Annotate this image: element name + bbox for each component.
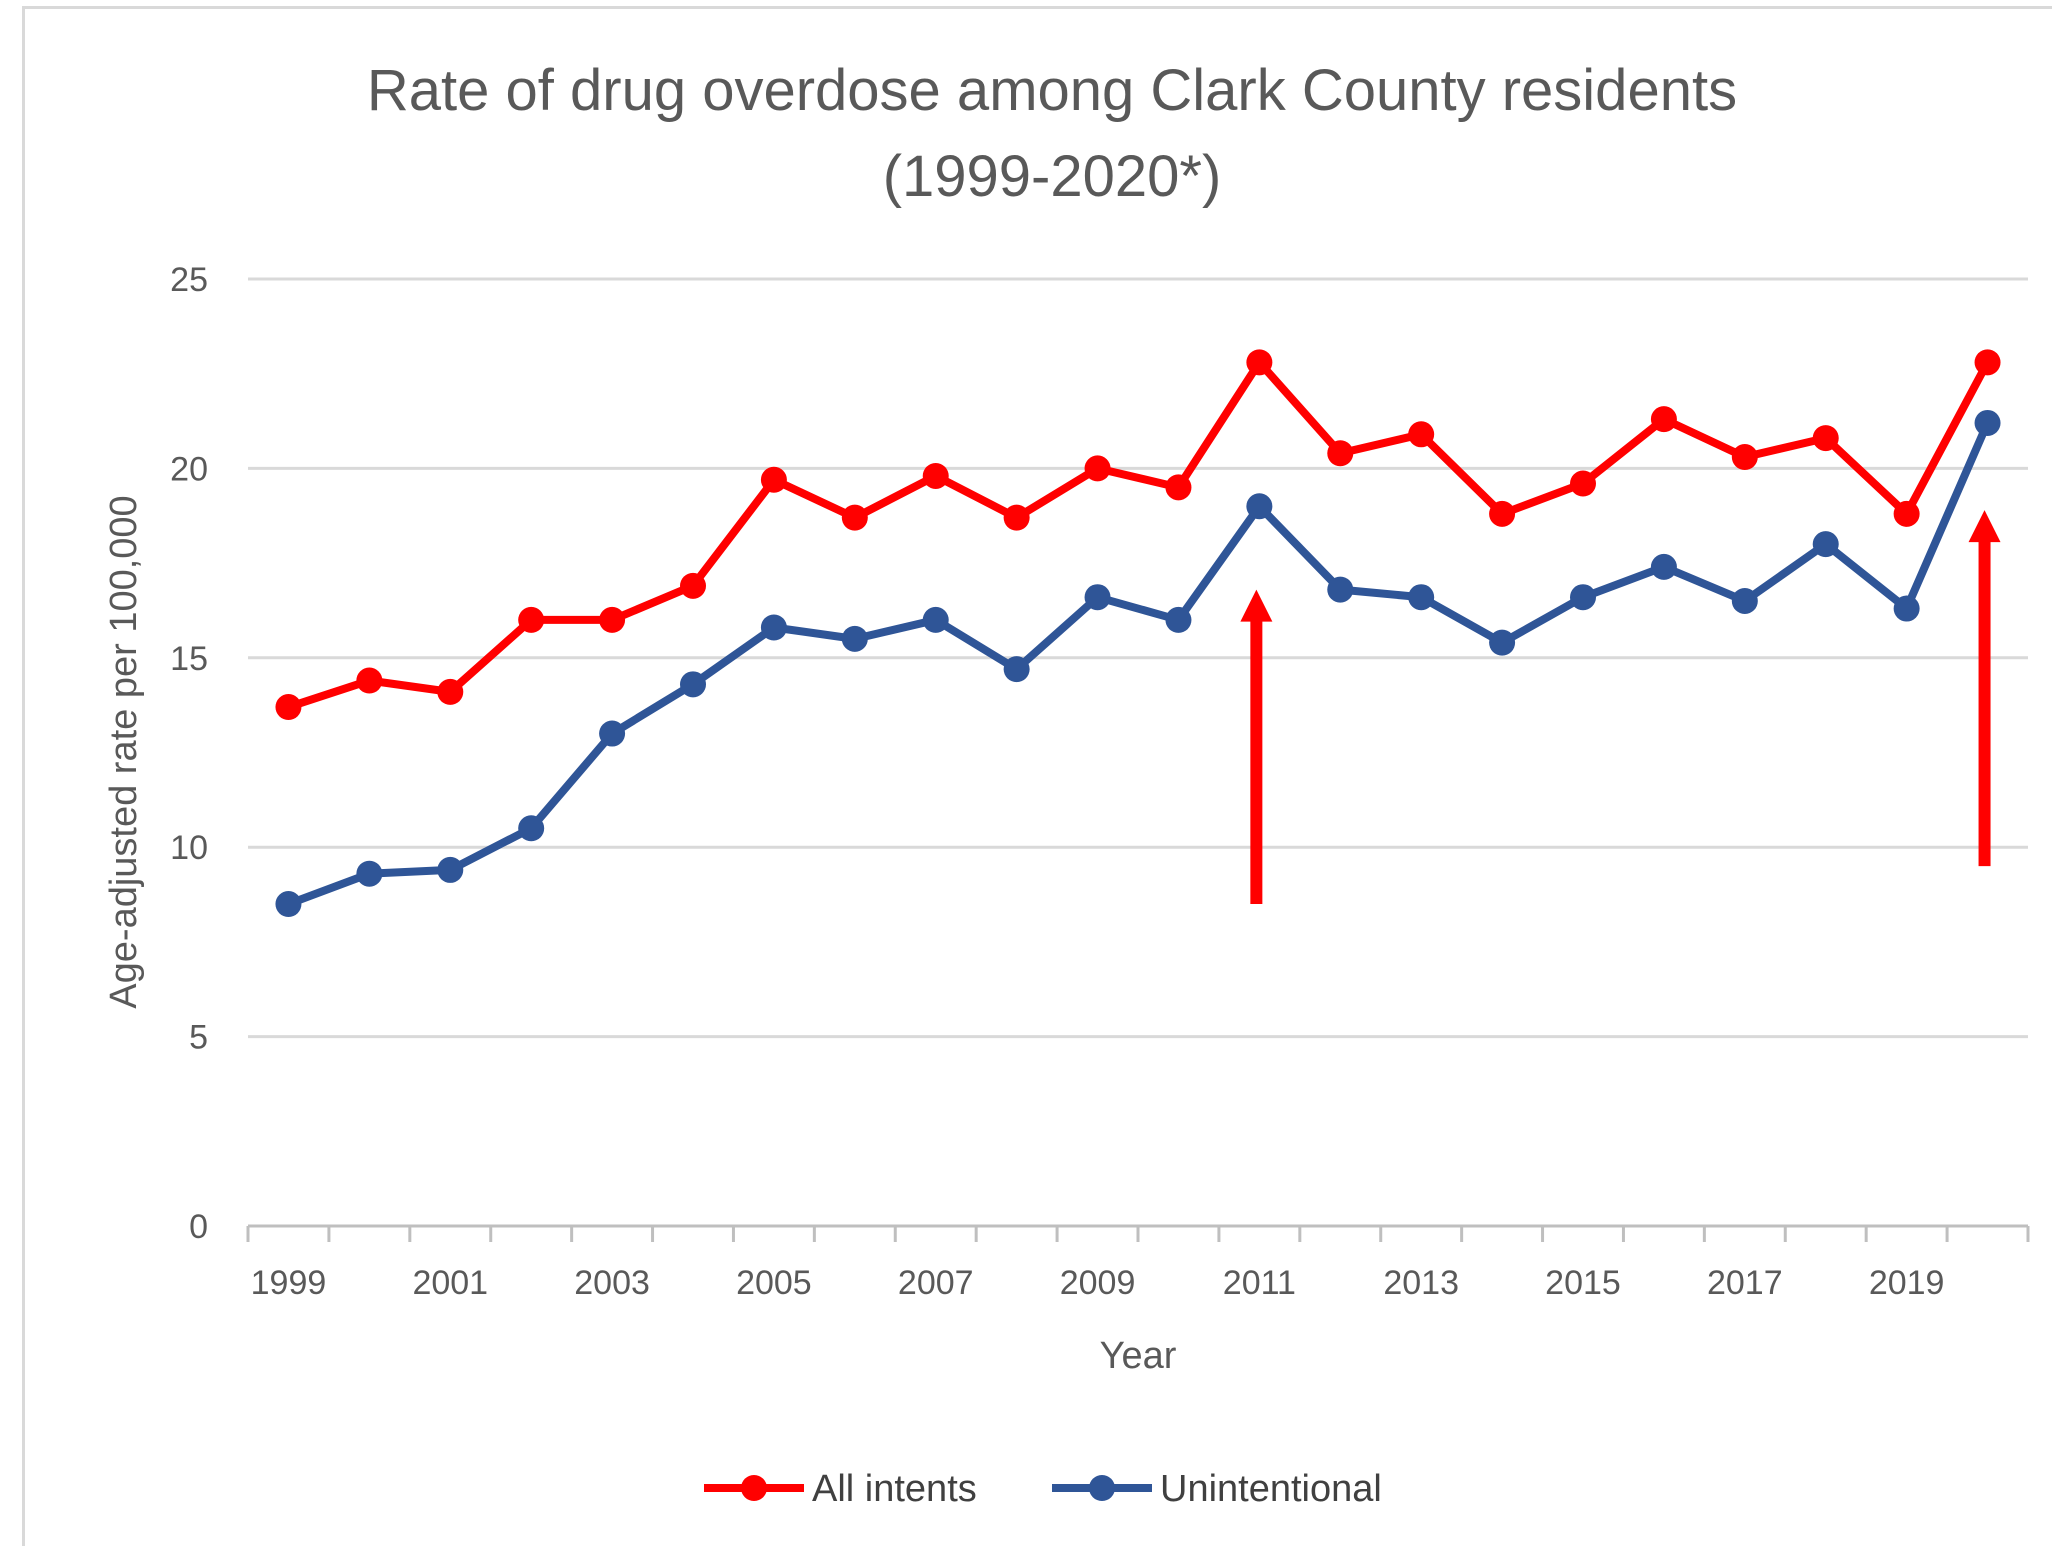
data-point-all-intents-2017	[1731, 444, 1758, 471]
data-point-all-intents-2006	[841, 504, 868, 531]
data-point-unintentional-2004	[680, 671, 706, 698]
arrow-head	[1968, 510, 2001, 543]
data-point-unintentional-2015	[1570, 584, 1596, 611]
data-point-all-intents-2011	[1246, 349, 1273, 376]
y-tick-label-10: 10	[170, 829, 208, 867]
data-point-all-intents-2012	[1327, 440, 1354, 467]
data-point-all-intents-2005	[760, 466, 787, 493]
data-point-all-intents-2007	[922, 462, 949, 489]
data-point-unintentional-2010	[1165, 606, 1192, 633]
data-point-unintentional-2014	[1489, 629, 1516, 656]
series-line-unintentional	[284, 418, 1992, 909]
data-point-unintentional-2019	[1893, 595, 1920, 622]
legend: All intents Unintentional	[704, 1468, 1382, 1510]
data-point-all-intents-2004	[680, 572, 706, 599]
data-point-all-intents-2001	[437, 678, 464, 705]
data-point-unintentional-2017	[1731, 587, 1758, 614]
data-point-unintentional-2009	[1084, 584, 1111, 611]
x-tick-label-2001: 2001	[412, 1264, 488, 1302]
data-point-all-intents-2008	[1003, 504, 1030, 531]
data-point-all-intents-2002	[518, 606, 545, 633]
data-point-unintentional-2005	[760, 614, 787, 641]
data-point-all-intents-2013	[1408, 421, 1435, 448]
annotation-arrow-2020	[1968, 510, 2001, 867]
data-point-unintentional-2001	[437, 856, 464, 883]
legend-item-all-intents: All intents	[704, 1468, 977, 1510]
y-tick-label-0: 0	[189, 1208, 208, 1246]
series-unintentional	[275, 409, 2001, 918]
legend-marker-unintentional	[1089, 1475, 1115, 1501]
chart-frame	[22, 6, 2052, 1546]
x-tick-label-2011: 2011	[1223, 1264, 1296, 1302]
data-point-unintentional-2020	[1974, 409, 2001, 436]
chart-title-line-2: (1999-2020*)	[883, 144, 1222, 209]
x-tick-label-2019: 2019	[1869, 1264, 1945, 1302]
legend-marker-all-intents	[741, 1475, 767, 1501]
x-tick-label-2007: 2007	[898, 1264, 974, 1302]
data-point-unintentional-2002	[518, 815, 545, 842]
data-point-all-intents-2015	[1570, 470, 1596, 497]
y-axis-tick-labels: 0 5 10 15 20 25	[170, 261, 208, 1246]
data-point-all-intents-2003	[599, 606, 626, 633]
chart-title-line-1: Rate of drug overdose among Clark County…	[367, 58, 1737, 123]
x-tick-label-2003: 2003	[574, 1264, 650, 1302]
data-point-unintentional-2006	[841, 625, 868, 652]
data-point-all-intents-2018	[1812, 425, 1839, 452]
legend-label-unintentional: Unintentional	[1160, 1468, 1382, 1510]
x-tick-label-1999: 1999	[251, 1264, 327, 1302]
x-axis-tick-labels: 1999 2001 2003 2005 2007 2009 2011 2013 2015 2017…	[251, 1264, 1945, 1302]
y-axis-title: Age-adjusted rate per 100,000	[103, 495, 145, 1008]
data-point-unintentional-2011	[1246, 493, 1273, 520]
data-point-all-intents-2019	[1893, 500, 1920, 527]
data-point-unintentional-2013	[1408, 584, 1435, 611]
data-point-unintentional-2016	[1650, 553, 1677, 580]
series-line-all-intents	[284, 358, 1992, 712]
data-point-all-intents-1999	[275, 694, 302, 721]
y-tick-label-20: 20	[170, 450, 208, 488]
data-point-all-intents-2009	[1084, 455, 1111, 482]
x-axis	[246, 1224, 2030, 1242]
data-point-all-intents-2014	[1489, 500, 1516, 527]
y-tick-label-5: 5	[189, 1019, 208, 1057]
data-point-unintentional-2003	[599, 720, 626, 747]
x-tick-label-2009: 2009	[1060, 1264, 1136, 1302]
annotation-arrow-2011	[1240, 589, 1273, 905]
x-tick-label-2013: 2013	[1383, 1264, 1459, 1302]
data-point-all-intents-2016	[1650, 406, 1677, 433]
data-point-unintentional-1999	[275, 891, 302, 918]
data-point-unintentional-2007	[922, 606, 949, 633]
data-point-unintentional-2018	[1812, 531, 1839, 558]
x-tick-label-2015: 2015	[1545, 1264, 1621, 1302]
x-axis-title: Year	[1100, 1335, 1177, 1377]
y-tick-label-15: 15	[170, 640, 208, 678]
annotation-arrows	[1240, 510, 2001, 905]
arrow-head	[1240, 589, 1273, 622]
legend-item-unintentional: Unintentional	[1052, 1468, 1382, 1510]
gridlines	[248, 277, 2028, 1039]
data-point-unintentional-2008	[1003, 656, 1030, 683]
x-tick-label-2017: 2017	[1707, 1264, 1783, 1302]
series-lines	[275, 349, 2001, 918]
data-point-all-intents-2000	[356, 667, 383, 694]
series-all-intents	[275, 349, 2001, 721]
x-tick-label-2005: 2005	[736, 1264, 812, 1302]
legend-label-all-intents: All intents	[812, 1468, 977, 1510]
data-point-unintentional-2000	[356, 860, 383, 887]
data-point-all-intents-2020	[1974, 349, 2001, 376]
data-point-unintentional-2012	[1327, 576, 1354, 603]
y-tick-label-25: 25	[170, 261, 208, 299]
data-point-all-intents-2010	[1165, 474, 1192, 501]
